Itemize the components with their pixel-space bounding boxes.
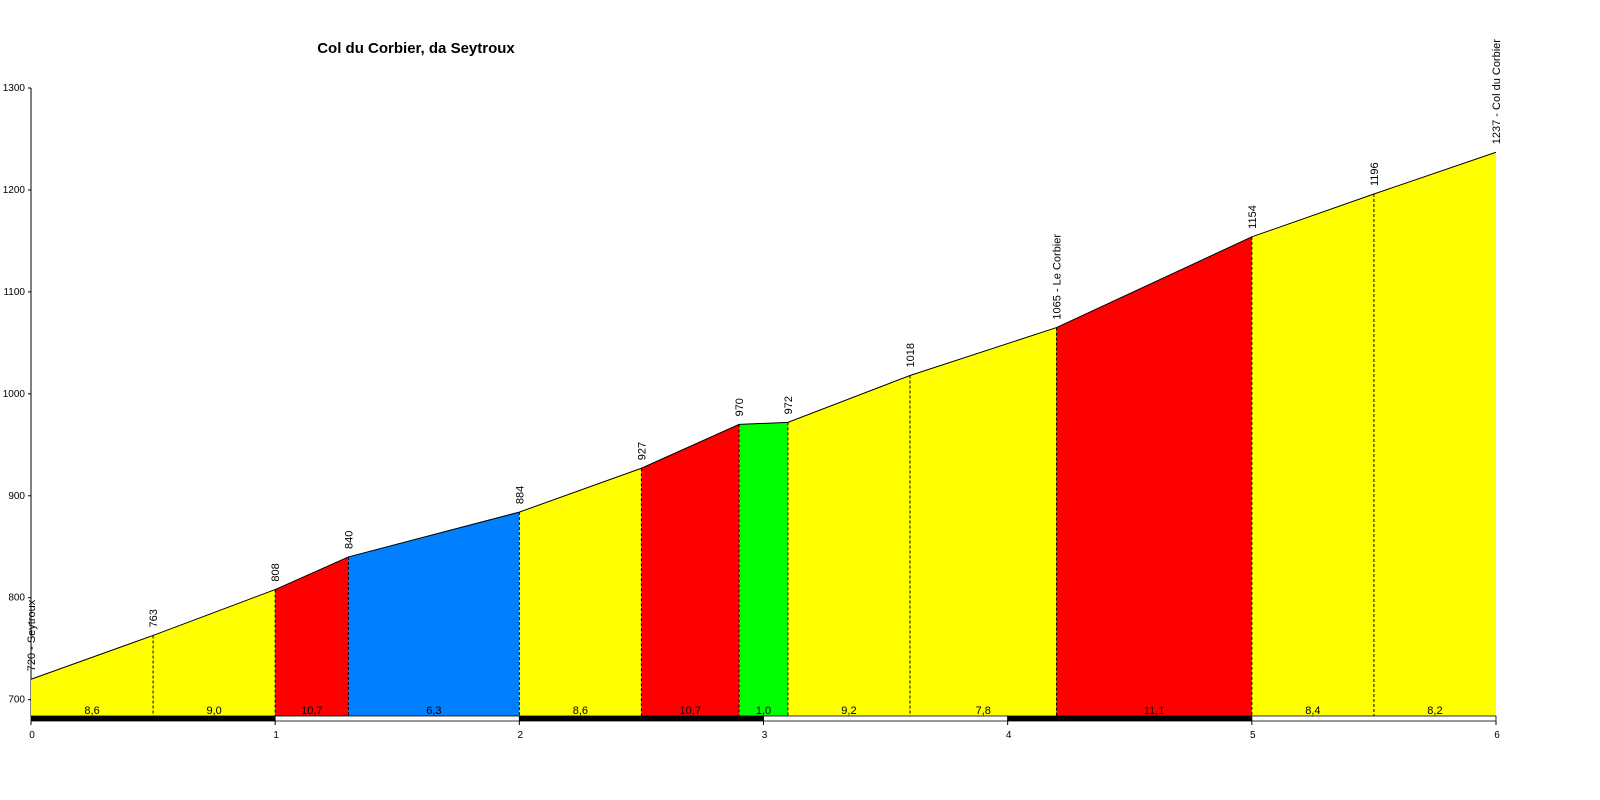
gradient-label: 9,0: [206, 705, 221, 717]
gradient-segment: [787, 375, 910, 717]
km-bar: [763, 715, 1009, 722]
point-label: 970: [734, 398, 746, 416]
gradient-label: 11,1: [1144, 705, 1165, 717]
point-label: 1018: [905, 343, 917, 367]
gradient-segment: [519, 468, 642, 717]
gradient-segment: [275, 556, 349, 717]
y-tick-label: 700: [8, 695, 25, 706]
km-bar: [1251, 715, 1497, 722]
y-tick-label: 1100: [3, 287, 25, 298]
gradient-label: 1,0: [756, 705, 771, 717]
x-tick-label: 0: [29, 730, 35, 741]
gradient-label: 6,3: [426, 705, 441, 717]
point-label: 1065 - Le Corbier: [1052, 234, 1064, 320]
gradient-segment: [910, 327, 1057, 717]
gradient-label: 8,4: [1305, 705, 1320, 717]
point-label: 884: [514, 486, 526, 504]
y-tick-label: 1000: [3, 389, 26, 400]
gradient-label: 8,6: [84, 705, 99, 717]
x-tick-label: 3: [762, 730, 768, 741]
point-label: 763: [148, 609, 160, 627]
x-tick-label: 2: [518, 730, 524, 741]
gradient-label: 8,2: [1427, 705, 1442, 717]
point-label: 1154: [1247, 205, 1259, 229]
y-tick-label: 800: [8, 593, 25, 604]
y-tick-label: 1300: [3, 83, 26, 94]
gradient-segment: [739, 422, 788, 717]
y-tick-label: 900: [8, 491, 25, 502]
gradient-segment: [641, 424, 740, 717]
km-bar: [30, 715, 276, 722]
point-label: 1196: [1369, 162, 1381, 186]
gradient-segment: [153, 589, 276, 717]
gradient-segment: [1251, 194, 1374, 717]
point-label: 720 - Seytroux: [26, 599, 38, 671]
gradient-label: 8,6: [573, 705, 588, 717]
y-tick-label: 1200: [3, 185, 26, 196]
point-label: 808: [270, 563, 282, 581]
km-bar: [1007, 715, 1253, 722]
chart-title: Col du Corbier, da Seytroux: [317, 40, 515, 57]
km-bar: [274, 715, 520, 722]
gradient-segment: [348, 512, 520, 717]
x-tick-label: 5: [1250, 730, 1256, 741]
point-label: 1237 - Col du Corbier: [1491, 39, 1503, 145]
x-tick-label: 6: [1494, 730, 1500, 741]
gradient-label: 10,7: [680, 705, 701, 717]
km-bar: [518, 715, 764, 722]
gradient-label: 10,7: [301, 705, 322, 717]
profile-line: [30, 151, 1497, 680]
point-label: 927: [636, 442, 648, 460]
point-label: 972: [783, 396, 795, 414]
x-tick-label: 4: [1006, 730, 1012, 741]
gradient-label: 7,8: [976, 705, 991, 717]
gradient-segment: [1056, 236, 1252, 718]
point-label: 840: [343, 531, 355, 549]
gradient-segment: [1373, 152, 1496, 717]
x-tick-label: 1: [273, 730, 279, 741]
gradient-label: 9,2: [841, 705, 856, 717]
gradient-segment: [31, 635, 154, 717]
